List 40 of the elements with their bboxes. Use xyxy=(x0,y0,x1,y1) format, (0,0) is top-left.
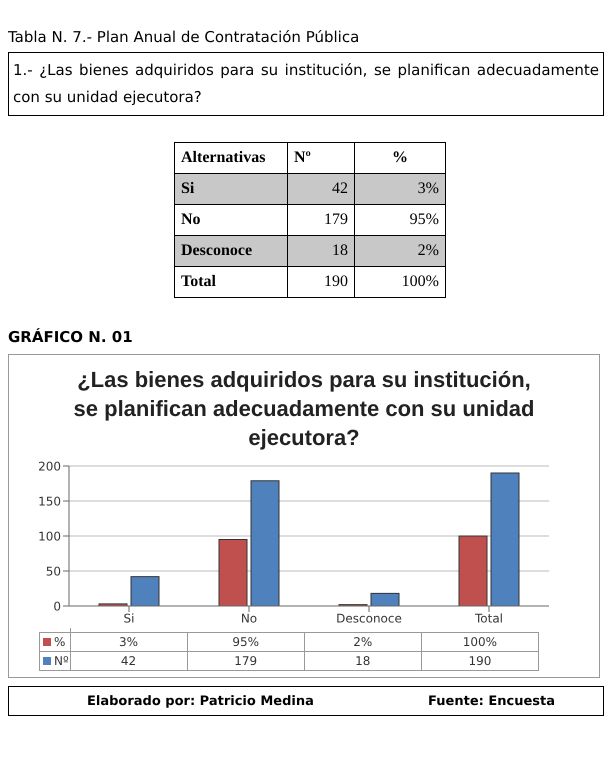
y-tick-label: 0 xyxy=(53,599,61,614)
data-label: 190 xyxy=(421,652,538,670)
text: 3% xyxy=(418,180,439,197)
y-tick-label: 100 xyxy=(38,529,61,544)
text: GRÁFICO N. 01 xyxy=(8,328,134,346)
category-label: Total xyxy=(181,273,216,290)
text: 18 xyxy=(332,242,348,259)
legend-label: % xyxy=(40,632,70,652)
text: 95% xyxy=(410,211,439,228)
text: 190 xyxy=(324,273,348,290)
text: Elaborado por: Patricio Medina xyxy=(87,694,314,708)
y-tick-label: 200 xyxy=(38,459,61,474)
data-label: 179 xyxy=(187,652,304,670)
y-tick-label: 50 xyxy=(46,564,61,578)
source-note: Fuente: Encuesta xyxy=(428,694,555,708)
x-tick-label: Si xyxy=(124,612,134,626)
data-label: 95% xyxy=(187,632,304,652)
x-tick-label: Total xyxy=(474,612,504,626)
data-label: 42 xyxy=(70,652,188,670)
text: 42 xyxy=(332,180,348,197)
category-label: Si xyxy=(181,180,194,197)
data-label: 18 xyxy=(304,652,422,670)
chart-title: ¿Las bienes adquiridos para su institución, se planifican adecuadamente con su unidad ejecutora? xyxy=(72,366,536,452)
text: % xyxy=(392,149,408,166)
text: Alternativas xyxy=(174,142,288,174)
category-label: No xyxy=(181,211,201,228)
data-label: 100% xyxy=(421,632,538,652)
text: 179 xyxy=(324,211,348,228)
legend-label: Nº xyxy=(40,652,70,670)
text: 2% xyxy=(418,242,439,259)
text: 1.- ¿Las bienes adquiridos para su institución, se planifican adecuadamente con su unidad ejecutora? xyxy=(8,52,604,116)
y-tick-label: 150 xyxy=(38,494,61,508)
data-label: 3% xyxy=(70,632,188,652)
x-tick-label: Desconoce xyxy=(336,612,402,626)
text: Nº xyxy=(294,149,311,166)
text: 100% xyxy=(402,273,439,290)
text: Tabla N. 7.- Plan Anual de Contratación Pública xyxy=(8,28,360,46)
x-tick-label: No xyxy=(240,612,258,626)
category-label: Desconoce xyxy=(181,242,252,259)
data-label: 2% xyxy=(304,632,422,652)
